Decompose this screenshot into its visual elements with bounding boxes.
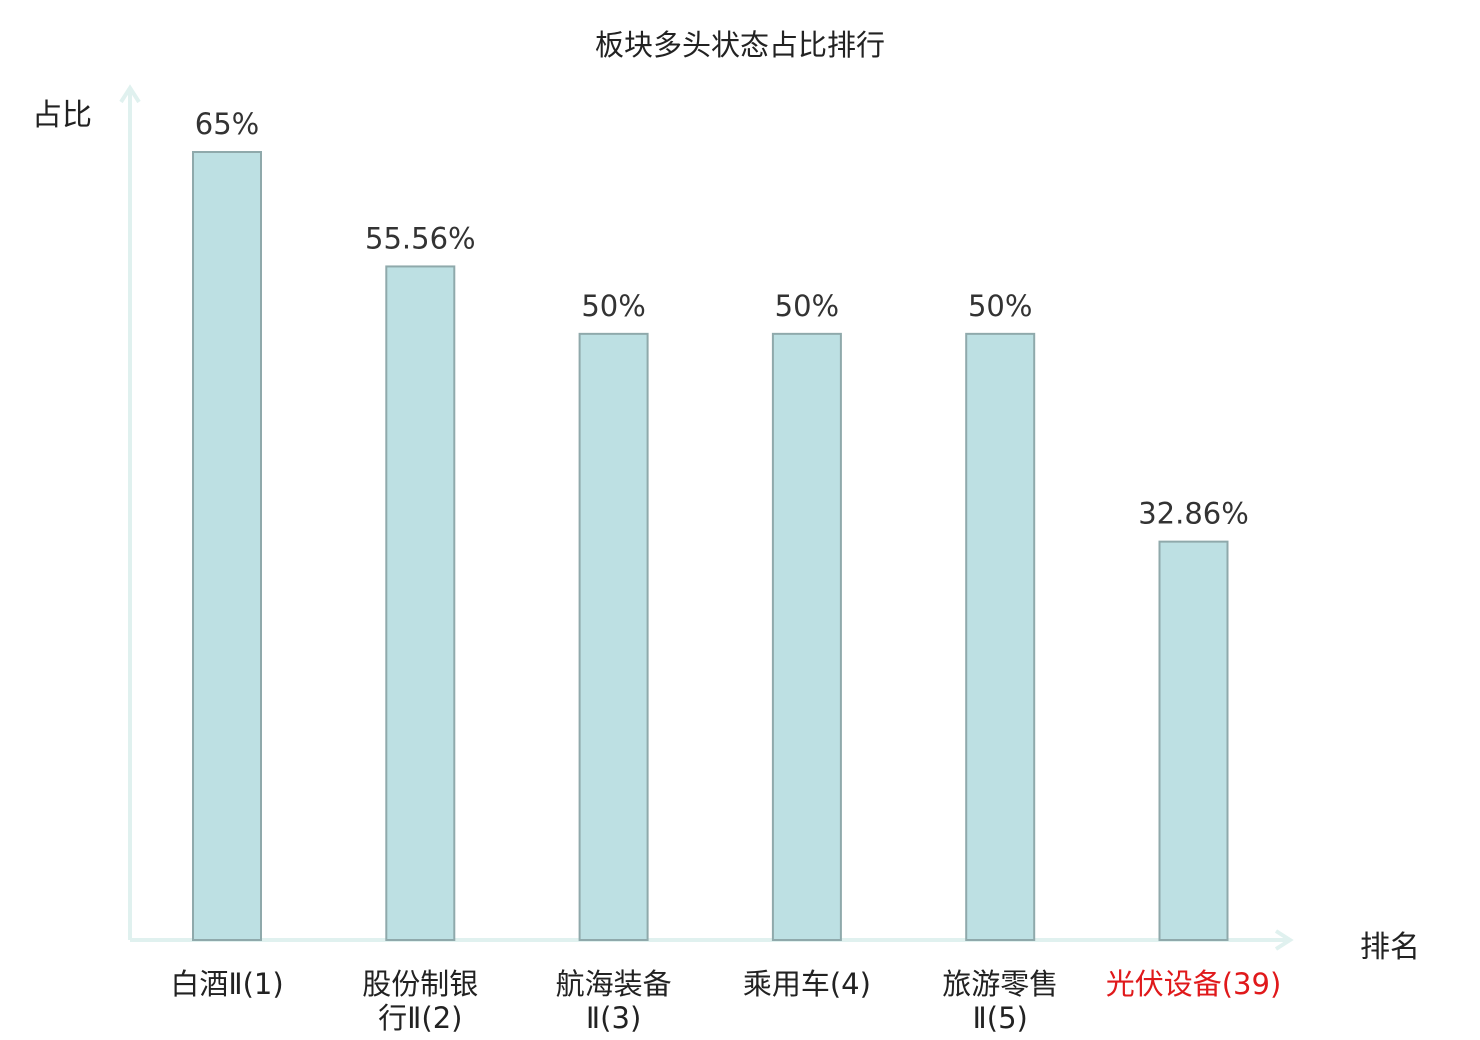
bar-value-label: 50% <box>968 289 1032 323</box>
category-label-line: 行Ⅱ(2) <box>378 1001 462 1035</box>
category-label-line: 股份制银 <box>362 967 478 1001</box>
bar <box>385 265 456 941</box>
category-label-highlighted: 光伏设备(39) <box>1106 967 1282 1001</box>
bar <box>965 332 1036 942</box>
x-axis-label: 排名 <box>1360 930 1420 965</box>
category-label: 股份制银行Ⅱ(2) <box>362 967 478 1035</box>
category-label-line: 航海装备 <box>556 967 672 1001</box>
y-axis-arrow-icon <box>119 84 141 104</box>
chart-title: 板块多头状态占比排行 <box>594 28 885 62</box>
bar <box>192 151 262 941</box>
bar <box>1158 540 1229 941</box>
bars <box>192 151 1229 942</box>
bar-value-label: 50% <box>581 289 645 323</box>
category-label-line: 白酒Ⅱ(1) <box>170 967 283 1001</box>
category-label-line: 光伏设备(39) <box>1106 967 1282 1001</box>
category-label-line: Ⅱ(3) <box>586 1001 641 1035</box>
bar-value-label: 65% <box>195 107 259 141</box>
y-axis-label: 占比 <box>32 98 92 133</box>
category-label-line: 旅游零售 <box>942 967 1058 1001</box>
bar-value-label: 32.86% <box>1138 497 1249 531</box>
bar-value-label: 55.56% <box>365 221 476 255</box>
bar-value-label: 50% <box>775 289 839 323</box>
category-label: 白酒Ⅱ(1) <box>170 967 283 1001</box>
x-axis-arrow-icon <box>1274 929 1294 951</box>
category-label: 旅游零售 Ⅱ(5) <box>942 967 1058 1035</box>
bar <box>578 332 649 942</box>
bar <box>771 332 842 942</box>
axes <box>119 84 1294 951</box>
category-label: 乘用车(4) <box>743 967 871 1001</box>
category-label-line: 乘用车(4) <box>743 967 871 1001</box>
labels: 65% 白酒Ⅱ(1) 55.56% 股份制银行Ⅱ(2) 50% 航海装备 Ⅱ(3) 50% 乘用… <box>170 107 1281 1035</box>
category-label: 航海装备 Ⅱ(3) <box>556 967 672 1035</box>
category-label-line: Ⅱ(5) <box>973 1001 1028 1035</box>
